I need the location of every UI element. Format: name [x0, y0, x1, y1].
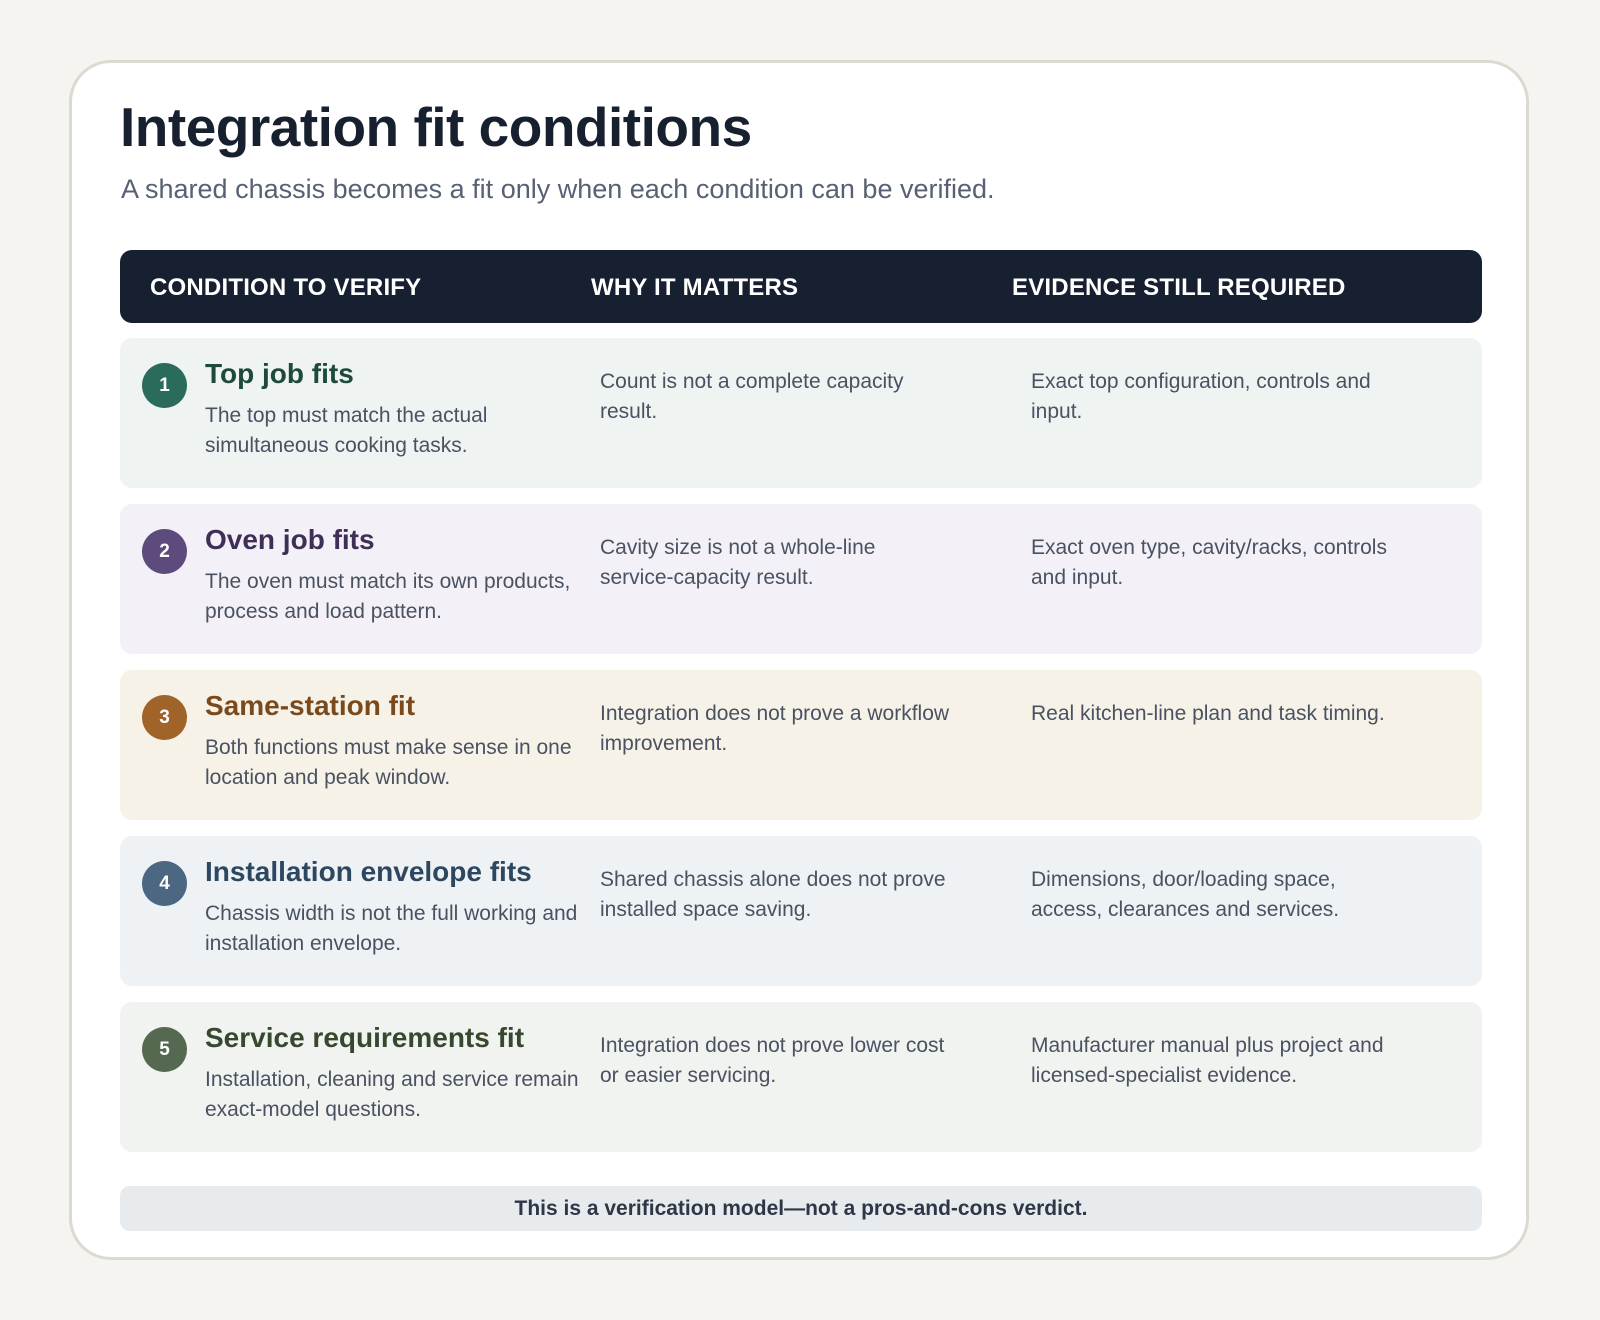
condition-title: Oven job fits [205, 524, 375, 555]
why-it-matters: Integration does not prove a workflow im… [600, 702, 950, 755]
condition-description: The top must match the actual simultaneo… [205, 404, 488, 457]
condition-title: Same-station fit [205, 690, 416, 721]
condition-description: Installation, cleaning and service remai… [205, 1068, 579, 1121]
column-header-condition: CONDITION TO VERIFY [150, 274, 422, 301]
column-header-evidence: EVIDENCE STILL REQUIRED [1012, 274, 1346, 301]
table-header: CONDITION TO VERIFY WHY IT MATTERS EVIDE… [120, 250, 1482, 323]
condition-description: Both functions must make sense in one lo… [205, 736, 572, 789]
column-header-why: WHY IT MATTERS [591, 274, 799, 301]
condition-title: Service requirements fit [205, 1022, 525, 1053]
step-number-badge: 3 [142, 695, 187, 740]
condition-description: Chassis width is not the full working an… [205, 902, 578, 955]
step-number-badge: 4 [142, 861, 187, 906]
why-it-matters: Shared chassis alone does not prove inst… [600, 868, 946, 921]
why-it-matters: Integration does not prove lower cost or… [600, 1034, 945, 1087]
evidence-required: Exact oven type, cavity/racks, controls … [1031, 536, 1387, 589]
table-row: 2 Oven job fits The oven must match its … [120, 504, 1482, 654]
evidence-required: Exact top configuration, controls and in… [1031, 370, 1371, 423]
evidence-required: Dimensions, door/loading space, access, … [1031, 868, 1340, 921]
step-number-badge: 1 [142, 363, 187, 408]
why-it-matters: Cavity size is not a whole-line service-… [600, 536, 876, 589]
footer-note: This is a verification model—not a pros-… [120, 1186, 1482, 1231]
table-row: 4 Installation envelope fits Chassis wid… [120, 836, 1482, 986]
table-row: 5 Service requirements fit Installation,… [120, 1002, 1482, 1152]
condition-title: Installation envelope fits [205, 856, 532, 887]
step-number-badge: 5 [142, 1027, 187, 1072]
condition-title: Top job fits [205, 358, 354, 389]
conditions-card: Integration fit conditions A shared chas… [69, 60, 1529, 1260]
step-number-badge: 2 [142, 529, 187, 574]
why-it-matters: Count is not a complete capacity result. [600, 370, 904, 423]
table-row: 1 Top job fits The top must match the ac… [120, 338, 1482, 488]
condition-rows: 1 Top job fits The top must match the ac… [120, 338, 1482, 1168]
page-subtitle: A shared chassis becomes a fit only when… [121, 174, 995, 204]
table-row: 3 Same-station fit Both functions must m… [120, 670, 1482, 820]
page-title: Integration fit conditions [120, 96, 752, 158]
evidence-required: Real kitchen-line plan and task timing. [1031, 702, 1385, 725]
condition-description: The oven must match its own products, pr… [205, 570, 571, 623]
evidence-required: Manufacturer manual plus project and lic… [1031, 1034, 1384, 1087]
